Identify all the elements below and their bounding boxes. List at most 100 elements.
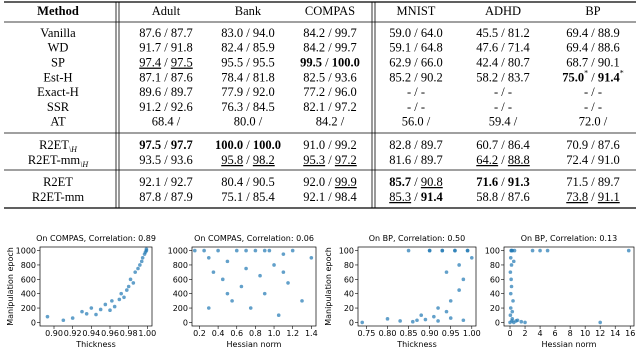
point [98, 307, 103, 312]
x-axis-label: Thickness [396, 340, 437, 349]
point [206, 255, 211, 260]
cell-text: 99.5 [300, 55, 322, 69]
x-tick-label: 0.85 [400, 329, 418, 338]
cell-text: / [411, 190, 421, 204]
cell-text: \H [80, 160, 89, 169]
x-tick-label: 0.75 [358, 329, 376, 338]
cell-text: / [411, 175, 421, 189]
point [508, 270, 513, 274]
table-rules [4, 1, 636, 209]
table-cell: 92.0 / 99.9 [303, 175, 356, 189]
point [128, 277, 133, 282]
point [119, 291, 123, 296]
table-cell: 80.0 / [234, 115, 263, 129]
y-tick-label: 400 [21, 290, 36, 299]
point [300, 299, 304, 303]
plot-title: On BP, Correlation: 0.13 [521, 234, 617, 243]
cell-text: 97.7 [171, 138, 193, 152]
point [216, 248, 220, 253]
point [523, 320, 527, 325]
cell-text: 97.2 [335, 153, 357, 167]
table-cell: 81.6 / 89.7 [389, 153, 442, 167]
point [530, 248, 535, 253]
table-cell: 83.0 / 94.0 [221, 26, 274, 40]
y-tick-label: 0 [495, 318, 500, 327]
table-cell: R2ET-mm\H [28, 153, 90, 169]
cell-text: 100.0 [253, 138, 281, 152]
point [206, 306, 211, 310]
point [448, 316, 453, 320]
table-cell: 95.8 / 98.2 [221, 153, 274, 167]
table-cell: 78.4 / 81.8 [221, 70, 274, 84]
cell-text: * [584, 69, 588, 78]
y-tick-label: 600 [173, 275, 188, 284]
point [444, 309, 449, 314]
point [262, 248, 267, 253]
table-cell: - / - [407, 85, 425, 99]
y-tick-label: 100 [339, 247, 354, 256]
y-tick-label: 200 [21, 304, 36, 313]
table-cell: 84.2 / [316, 115, 345, 129]
y-tick-label: 1000 [16, 247, 36, 256]
x-tick-label: 0.6 [230, 329, 243, 338]
point [469, 255, 474, 260]
point [508, 255, 513, 260]
y-tick-label: 400 [173, 290, 188, 299]
x-tick-label: 0.96 [101, 329, 119, 338]
y-tick-label: 60 [344, 275, 354, 284]
cell-text: / [243, 153, 253, 167]
table-cell: 87.8 / 87.9 [139, 190, 192, 204]
y-axis-label: Manipulation epoch [324, 247, 333, 326]
cell-text: 100.0 [332, 55, 360, 69]
cell-text: 85.3 [389, 190, 411, 204]
point [545, 248, 550, 253]
point [258, 273, 262, 278]
table-cell: 76.3 / 84.5 [221, 100, 274, 114]
x-tick-label: 6 [553, 329, 558, 338]
table-cell: 97.5 / 97.7 [139, 138, 192, 152]
y-tick-label: 800 [173, 261, 188, 270]
plot-frame [503, 246, 635, 327]
table-cell: 99.5 / 100.0 [300, 55, 360, 69]
table-cell: - / - [494, 85, 512, 99]
point [444, 270, 449, 274]
cell-text: 75.0 [562, 70, 584, 84]
x-axis-label: Hessian norm [227, 340, 282, 349]
cell-text: 95.8 [221, 153, 243, 167]
point [415, 318, 419, 323]
table-cell: 73.8 / 91.1 [566, 190, 619, 204]
x-tick-label: 0.8 [249, 329, 262, 338]
y-tick-label: 20 [490, 304, 500, 313]
point [144, 247, 149, 251]
cell-text: / [161, 138, 171, 152]
cell-text: 88.8 [508, 153, 530, 167]
point [461, 318, 466, 323]
cell-text: 97.5 [139, 138, 161, 152]
x-tick-label: 0.2 [193, 329, 206, 338]
table-cell: 60.7 / 86.4 [476, 138, 530, 152]
x-tick-label: 0.4 [212, 329, 225, 338]
x-tick-label: 2 [522, 329, 527, 338]
table-cell: 64.2 / 88.8 [476, 153, 529, 167]
point [276, 313, 281, 318]
cell-text: / [498, 175, 508, 189]
table-cell: 93.5 / 93.6 [139, 153, 192, 167]
point [220, 277, 225, 282]
x-tick-label: 0.94 [82, 329, 100, 338]
table-cell: 91.7 / 91.8 [139, 41, 192, 55]
point [508, 313, 513, 318]
y-tick-label: 80 [490, 261, 500, 270]
point [508, 291, 513, 296]
table-cell: 59.0 / 64.0 [389, 26, 442, 40]
plot-title: On COMPAS, Correlation: 0.89 [36, 234, 156, 243]
point [61, 318, 66, 323]
table-cell: R2ET-mm [32, 190, 85, 204]
table-cell: 71.6 / 91.3 [476, 175, 529, 189]
table-cell: 82.1 / 97.2 [303, 100, 356, 114]
point [70, 316, 75, 320]
point [140, 255, 145, 260]
point [427, 248, 432, 253]
point [626, 248, 631, 253]
table-cell: 47.6 / 71.4 [476, 41, 530, 55]
